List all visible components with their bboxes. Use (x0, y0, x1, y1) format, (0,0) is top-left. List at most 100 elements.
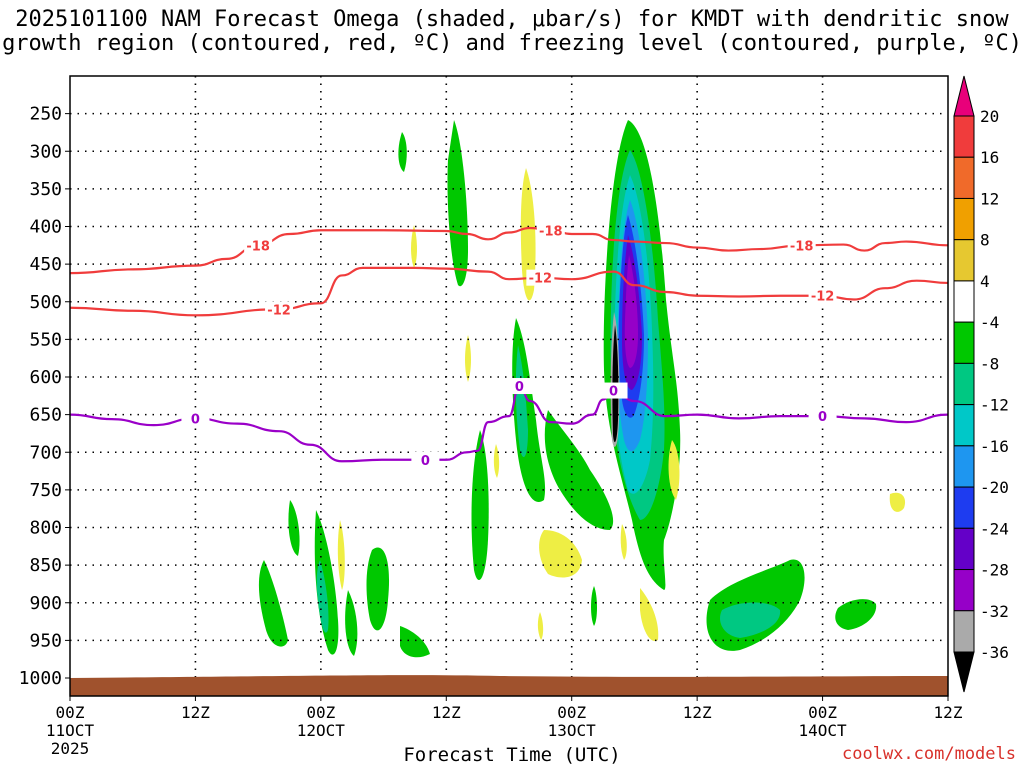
colorbar: 20 16 12 8 4 -4 -8 -12 -16 -20 -24 -28 -32 -36 (953, 75, 1009, 693)
contour-label: -12 (811, 290, 835, 305)
colorbar-tick-label: 8 (980, 231, 990, 250)
contour-label: 0 (191, 412, 200, 427)
omega-region (720, 602, 781, 638)
x-tick-label: 12Z (683, 703, 712, 722)
colorbar-tick-label: -12 (980, 396, 1009, 415)
contour-label-bg (808, 287, 837, 304)
contour-label-bg (265, 301, 294, 318)
omega-region (591, 586, 597, 626)
colorbar-bin (953, 156, 975, 199)
chart-title-line-2: growth region (contoured, red, ºC) and f… (2, 31, 1022, 56)
y-tick-label: 700 (29, 442, 62, 463)
colorbar-tick-label: 16 (980, 148, 999, 167)
x-tick-date: 14OCT (798, 721, 847, 740)
contour-label: 0 (421, 454, 430, 469)
omega-region (411, 225, 417, 268)
contour-label-bg (599, 382, 628, 399)
omega-region (345, 590, 358, 656)
contour-label-bg (244, 237, 273, 254)
colorbar-tick-label: 12 (980, 189, 999, 208)
y-tick-label: 450 (29, 254, 62, 275)
contour-label-bg (536, 222, 565, 239)
colorbar-tick-label: -20 (980, 478, 1009, 497)
colorbar-bin (953, 362, 975, 406)
x-tick-label: 00Z (56, 703, 85, 722)
omega-region (493, 444, 500, 478)
contour-label-bg (787, 237, 816, 254)
omega-region (520, 168, 536, 301)
omega-region (447, 120, 468, 287)
omega-region (400, 626, 430, 658)
colorbar-bin (953, 280, 975, 323)
colorbar-bin (953, 445, 975, 488)
x-tick-label: 00Z (306, 703, 335, 722)
x-tick-year: 2025 (51, 739, 90, 758)
colorbar-bin (953, 404, 975, 447)
omega-region (515, 345, 528, 458)
colorbar-tick-label: -16 (980, 437, 1009, 456)
omega-shading (258, 120, 906, 658)
colorbar-bin (953, 527, 975, 571)
y-tick-label: 800 (29, 518, 62, 539)
credit-link[interactable]: coolwx.com/models (842, 744, 1016, 764)
y-tick-label: 1000 (19, 668, 62, 689)
colorbar-tick-label: -8 (980, 354, 999, 373)
y-tick-label: 950 (29, 630, 62, 651)
omega-region (640, 588, 659, 641)
y-tick-label: 500 (29, 292, 62, 313)
y-axis: 250 300 350 400 450 500 550 600 650 700 750 800 850 9… (19, 104, 70, 689)
contour-label: 0 (818, 410, 827, 425)
y-tick-label: 550 (29, 329, 62, 350)
contour-label: -18 (246, 239, 270, 254)
colorbar-tick-label: -28 (980, 561, 1009, 580)
contour-label: -12 (267, 303, 291, 318)
y-tick-label: 250 (29, 104, 62, 125)
colorbar-tick-label: 4 (980, 272, 990, 291)
omega-region (288, 500, 300, 556)
omega-region (835, 599, 877, 630)
x-tick-date: 11OCT (46, 721, 95, 740)
y-tick-label: 300 (29, 141, 62, 162)
colorbar-tick-label: -4 (980, 313, 999, 332)
colorbar-bin (953, 486, 975, 529)
contour-label: -12 (529, 272, 553, 287)
y-tick-label: 600 (29, 367, 62, 388)
omega-region (539, 530, 582, 578)
x-tick-date: 12OCT (297, 721, 346, 740)
colorbar-arrow-top (953, 75, 975, 117)
chart-title-line-1: 2025101100 NAM Forecast Omega (shaded, μ… (15, 7, 1009, 32)
colorbar-bin (953, 239, 975, 282)
y-tick-label: 750 (29, 480, 62, 501)
contour-label-bg (808, 408, 837, 425)
contour-line (70, 226, 948, 275)
y-tick-label: 350 (29, 179, 62, 200)
contour-label-bg (411, 451, 440, 468)
colorbar-tick-label: -32 (980, 602, 1009, 621)
x-tick-label: 00Z (808, 703, 837, 722)
omega-region (465, 335, 471, 382)
omega-region (366, 547, 390, 631)
plot-frame (69, 75, 949, 697)
omega-region (889, 492, 906, 512)
y-tick-label: 650 (29, 405, 62, 426)
omega-region (620, 524, 627, 560)
y-tick-label: 400 (29, 217, 62, 238)
contour-label-bg (181, 410, 210, 427)
colorbar-arrow-bottom (953, 651, 975, 693)
colorbar-bin (953, 115, 975, 158)
y-tick-label: 850 (29, 555, 62, 576)
contour-label-bg (505, 378, 534, 395)
x-tick-date: 13OCT (548, 721, 597, 740)
x-tick-label: 00Z (557, 703, 586, 722)
colorbar-tick-label: -24 (980, 519, 1009, 538)
omega-region (537, 612, 544, 640)
x-tick-label: 12Z (934, 703, 963, 722)
contour-label: 0 (515, 380, 524, 395)
surface-terrain-fill (70, 675, 948, 696)
omega-region (471, 430, 489, 580)
colorbar-tick-label: 20 (980, 107, 999, 126)
colorbar-bin (953, 569, 975, 612)
x-tick-label: 12Z (432, 703, 461, 722)
